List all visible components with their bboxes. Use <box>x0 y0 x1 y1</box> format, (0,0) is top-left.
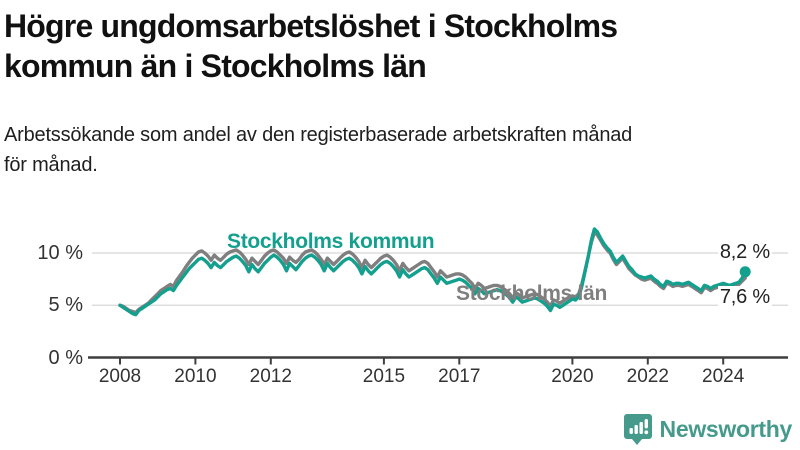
page-title: Högre ungdomsarbetslöshet i Stockholms k… <box>4 6 724 86</box>
x-tick-label: 2020 <box>551 366 594 387</box>
series-label-stockholms-lan: Stockholms län <box>456 282 608 305</box>
x-tick-label: 2017 <box>438 366 481 387</box>
y-tick-label: 5 % <box>48 294 83 317</box>
x-tick-label: 2010 <box>174 366 217 387</box>
series-label-stockholms-kommun: Stockholms kommun <box>227 230 435 253</box>
series-end-dot <box>739 266 751 278</box>
x-tick-label: 2012 <box>249 366 292 387</box>
chart-speech-bubble-icon <box>623 414 652 445</box>
title-line-1: Högre ungdomsarbetslöshet i Stockholms <box>4 8 618 44</box>
x-tick-label: 2015 <box>362 366 406 387</box>
end-value-label-lan: 7,6 % <box>717 286 772 309</box>
x-tick-label: 2008 <box>98 366 142 387</box>
series-line-stockholms-kommun <box>118 227 747 317</box>
title-line-2: kommun än i Stockholms län <box>4 48 427 84</box>
y-tick-label: 10 % <box>37 242 83 264</box>
newsworthy-logo: Newsworthy <box>623 413 792 446</box>
series-line-stockholms-l-n <box>118 230 747 315</box>
x-tick-label: 2024 <box>702 366 745 387</box>
end-value-label-kommun: 8,2 % <box>717 241 772 264</box>
brand-name: Newsworthy <box>659 416 793 442</box>
y-tick-label: 0 % <box>48 346 83 369</box>
chart-subtitle: Arbetssökande som andel av den registerb… <box>4 124 633 176</box>
x-tick-label: 2022 <box>626 366 669 387</box>
